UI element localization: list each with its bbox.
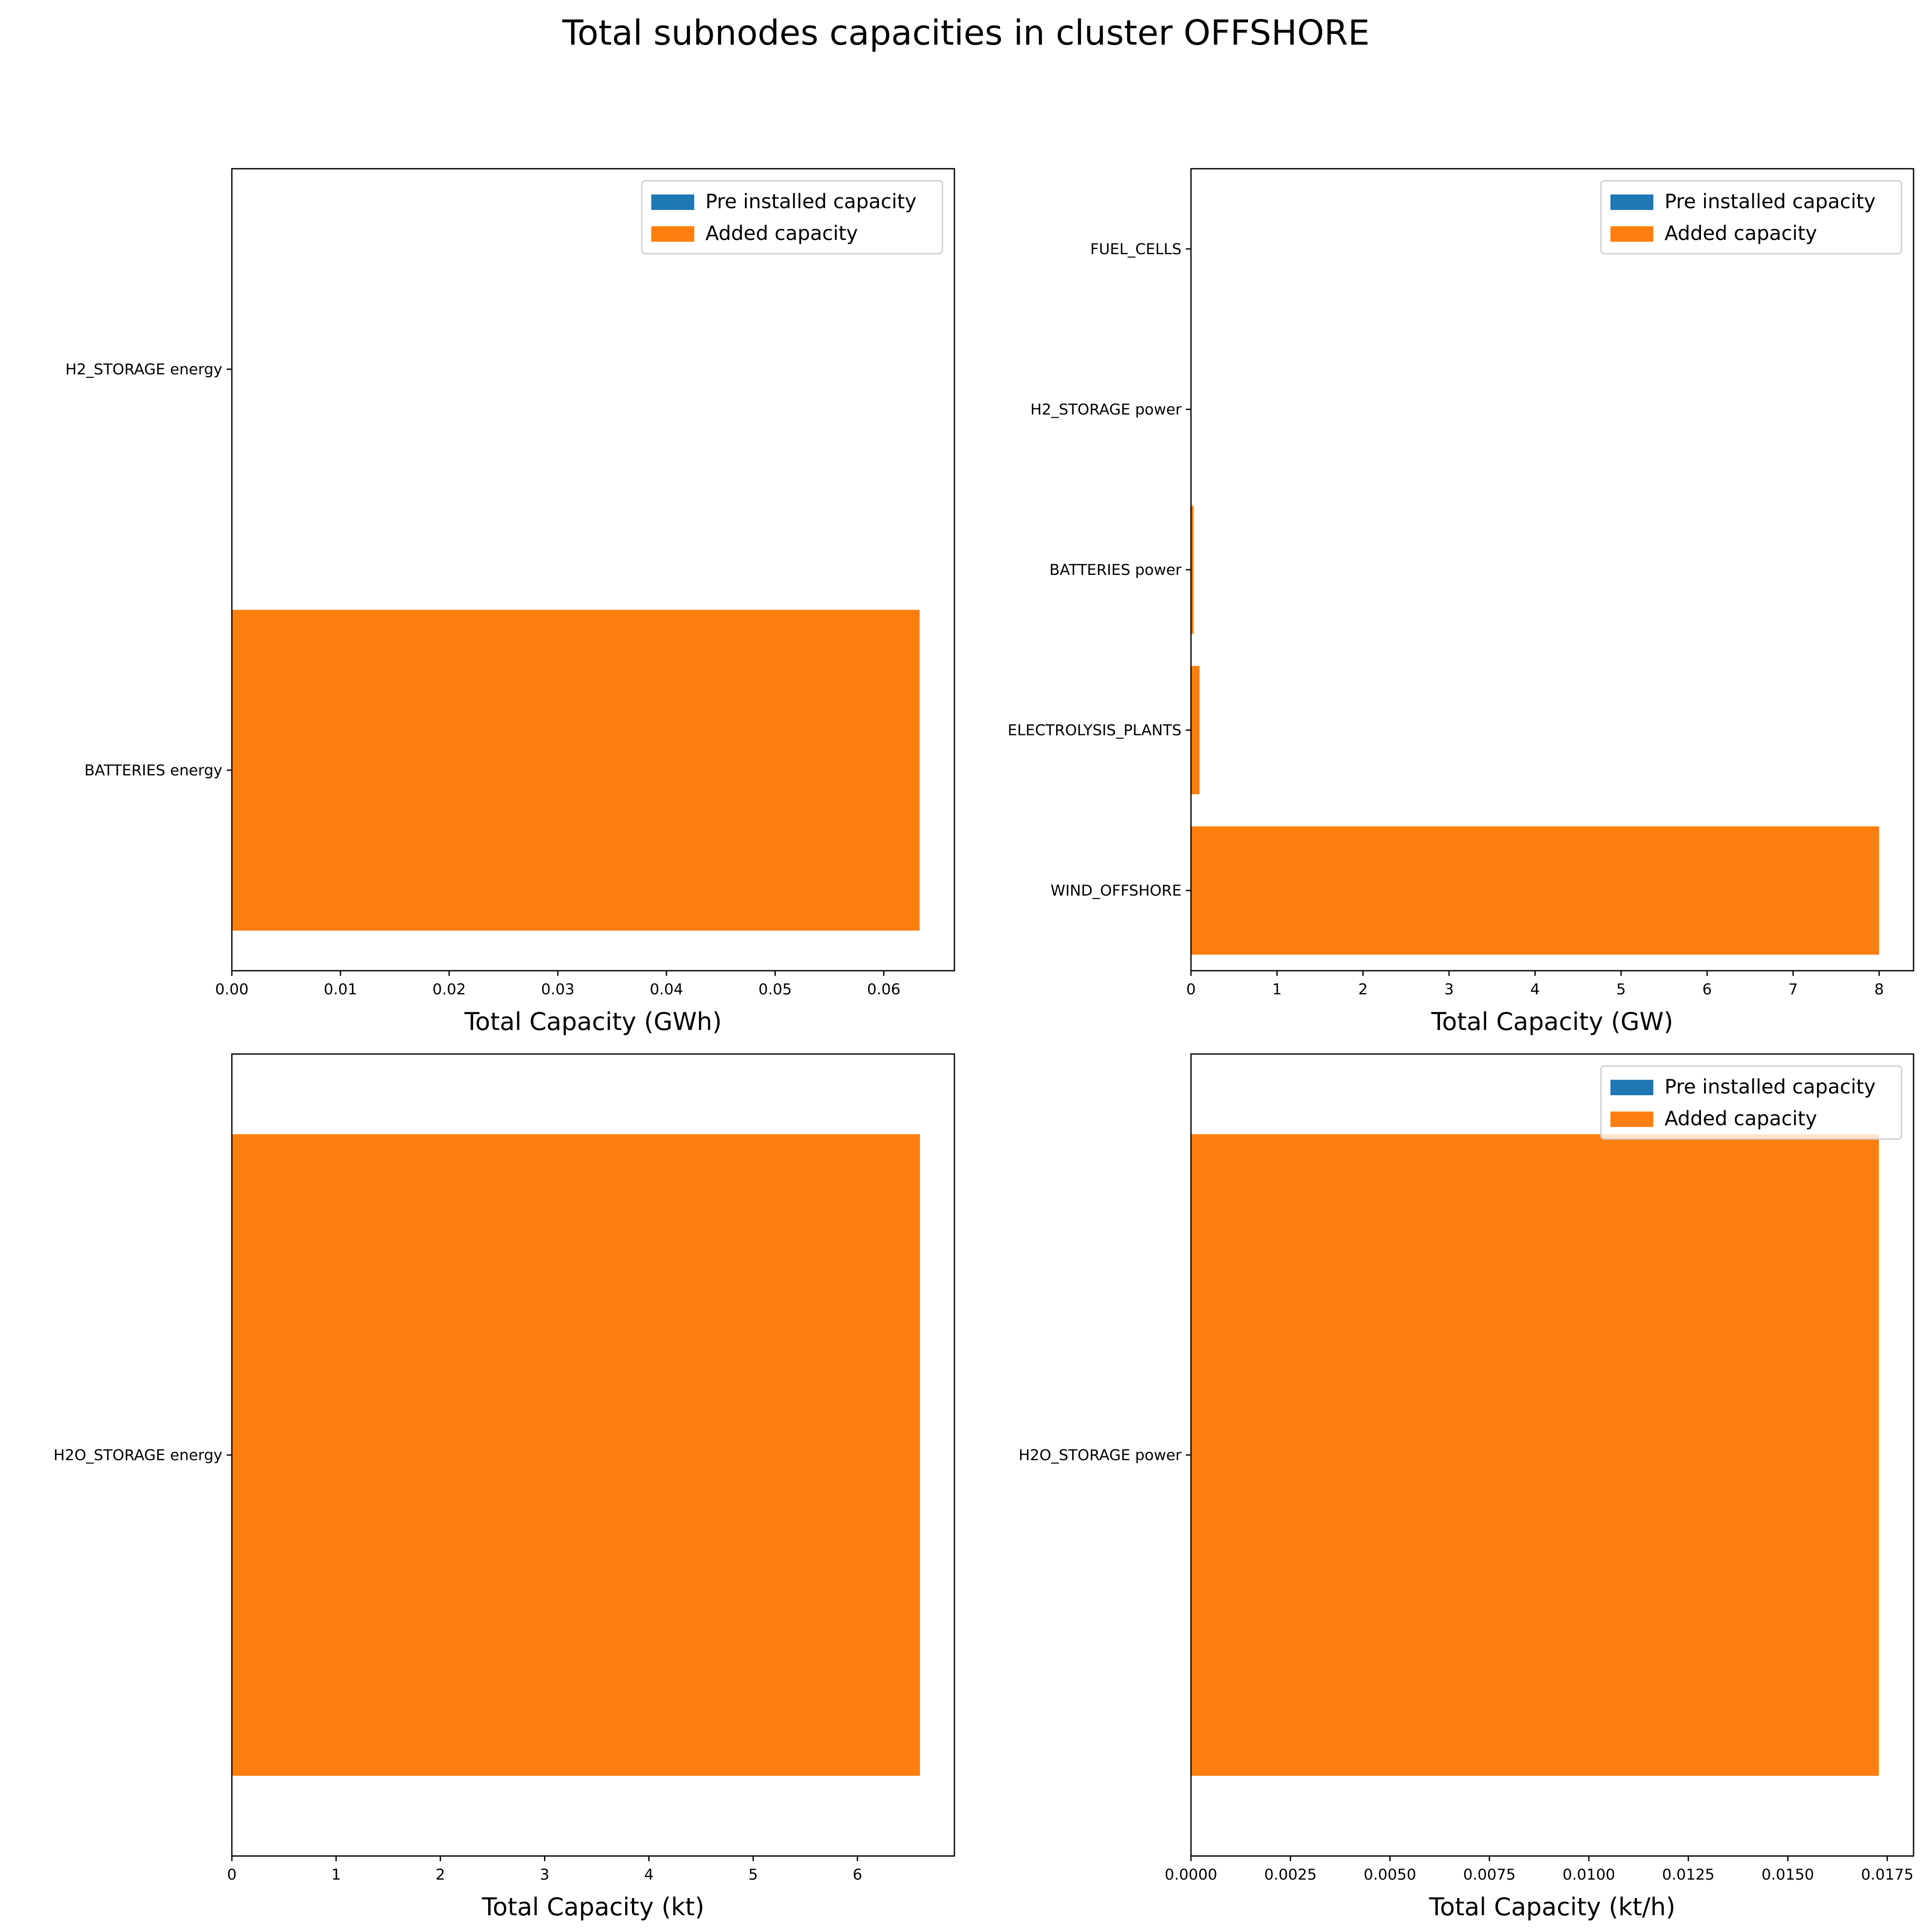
x-axis-label: Total Capacity (GWh): [464, 1008, 722, 1036]
y-tick-label: ELECTROLYSIS_PLANTS: [1008, 722, 1182, 739]
y-tick-label: H2O_STORAGE energy: [54, 1447, 222, 1464]
legend: Pre installed capacity Added capacity: [641, 180, 943, 255]
x-tick-label: 0: [227, 1866, 237, 1883]
x-tick-label: 6: [1702, 981, 1712, 998]
x-tick-label: 0.0050: [1364, 1866, 1416, 1883]
subplot-2: WIND_OFFSHORE ELECTROLYSIS_PLANTS BATTERIE…: [1008, 168, 1914, 1036]
x-tick-label: 0.0150: [1762, 1866, 1814, 1883]
legend: Pre installed capacity Added capacity: [1600, 1065, 1902, 1140]
legend-swatch-pre-installed: [1610, 194, 1653, 210]
bar-added-batteries-power: [1191, 505, 1194, 634]
legend-label-added: Added capacity: [1665, 1107, 1817, 1130]
x-tick-label: 1: [331, 1866, 341, 1883]
x-tick-label: 7: [1788, 981, 1798, 998]
x-tick-label: 0.02: [432, 981, 466, 998]
subplot-1: BATTERIES energy H2_STORAGE energy 0.00 0.0…: [65, 168, 955, 1036]
bar-added-batteries-energy: [232, 610, 920, 931]
bar-group: [232, 610, 920, 931]
x-tick-label: 0.06: [867, 981, 901, 998]
legend-frame: [641, 180, 943, 255]
legend-label-pre-installed: Pre installed capacity: [705, 190, 917, 213]
x-tick-label: 3: [540, 1866, 549, 1883]
x-tick-label: 3: [1444, 981, 1454, 998]
x-axis-label: Total Capacity (kt/h): [1429, 1893, 1676, 1921]
legend-label-pre-installed: Pre installed capacity: [1665, 190, 1876, 213]
x-tick-label: 0.04: [650, 981, 683, 998]
y-tick-label: BATTERIES energy: [84, 762, 222, 779]
x-tick-label: 5: [1616, 981, 1626, 998]
legend-label-pre-installed: Pre installed capacity: [1665, 1075, 1876, 1098]
x-tick-label: 0.0025: [1264, 1866, 1316, 1883]
bar-added-h2o-storage-power: [1191, 1134, 1879, 1776]
x-tick-label: 0: [1186, 981, 1196, 998]
legend-swatch-pre-installed: [1610, 1080, 1653, 1095]
legend-frame: [1600, 180, 1902, 255]
x-axis-label: Total Capacity (GW): [1431, 1008, 1673, 1036]
bar-added-h2o-storage-energy: [232, 1134, 920, 1776]
y-tick-label: H2_STORAGE power: [1030, 401, 1182, 418]
legend-swatch-added: [651, 226, 694, 242]
bar-group: [1191, 1134, 1879, 1776]
legend-frame: [1600, 1065, 1902, 1140]
y-tick-label: WIND_OFFSHORE: [1051, 882, 1182, 899]
x-tick-label: 0.0075: [1463, 1866, 1516, 1883]
bar-group: [232, 1134, 920, 1776]
subplot-3: H2O_STORAGE energy 0 1 2 3 4 5 6 Total Capacity …: [54, 1053, 955, 1921]
x-tick-label: 0.0175: [1861, 1866, 1914, 1883]
subplot-4: H2O_STORAGE power 0.0000 0.0025 0.0050 0.007…: [1018, 1053, 1914, 1921]
legend-label-added: Added capacity: [705, 222, 858, 245]
legend-swatch-added: [1610, 1112, 1653, 1127]
y-tick-label: H2O_STORAGE power: [1018, 1447, 1182, 1464]
x-tick-label: 0.0000: [1165, 1866, 1217, 1883]
x-tick-label: 0.0100: [1563, 1866, 1615, 1883]
bar-group: [1191, 505, 1879, 955]
bar-added-wind-offshore: [1191, 826, 1879, 955]
x-tick-label: 1: [1272, 981, 1282, 998]
x-tick-label: 2: [1358, 981, 1368, 998]
x-tick-label: 4: [1530, 981, 1540, 998]
bar-added-electrolysis-plants: [1191, 666, 1200, 795]
x-tick-label: 0.00: [215, 981, 249, 998]
x-tick-label: 0.01: [324, 981, 357, 998]
x-axis-label: Total Capacity (kt): [481, 1893, 704, 1921]
x-tick-label: 8: [1874, 981, 1884, 998]
legend-swatch-added: [1610, 226, 1653, 242]
legend-swatch-pre-installed: [651, 194, 694, 210]
x-tick-label: 0.0125: [1662, 1866, 1714, 1883]
x-tick-label: 4: [644, 1866, 653, 1883]
y-tick-label: BATTERIES power: [1049, 562, 1182, 579]
y-tick-label: FUEL_CELLS: [1090, 241, 1182, 258]
x-tick-label: 6: [853, 1866, 862, 1883]
x-tick-label: 0.05: [758, 981, 792, 998]
y-tick-label: H2_STORAGE energy: [65, 361, 222, 378]
x-tick-label: 0.03: [541, 981, 574, 998]
x-tick-label: 5: [748, 1866, 758, 1883]
legend-label-added: Added capacity: [1665, 222, 1817, 245]
figure-title: Total subnodes capacities in cluster OFF…: [562, 13, 1370, 53]
x-tick-label: 2: [436, 1866, 445, 1883]
axes-frame: [231, 168, 955, 972]
legend: Pre installed capacity Added capacity: [1600, 180, 1902, 255]
